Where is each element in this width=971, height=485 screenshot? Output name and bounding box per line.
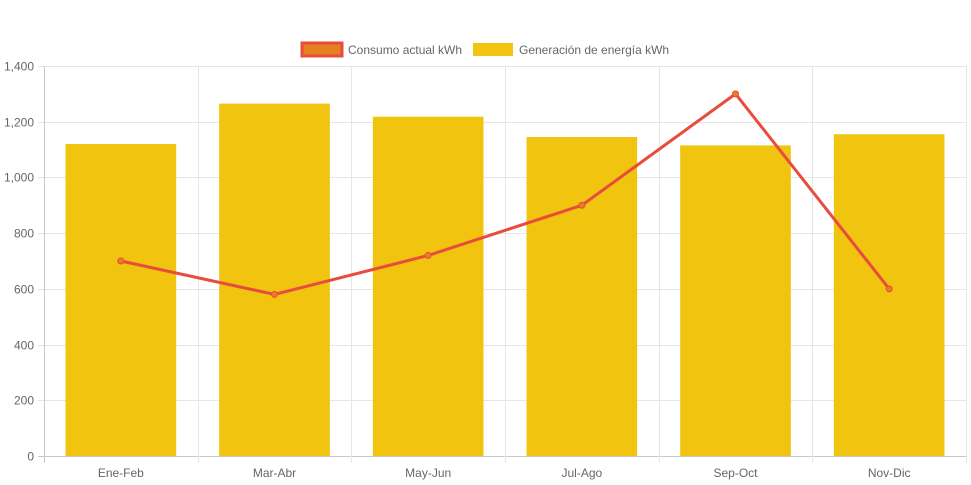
x-tick-label: Nov-Dic xyxy=(868,466,911,480)
y-tick-label: 1,000 xyxy=(4,171,34,185)
y-tick-label: 800 xyxy=(14,227,34,241)
grid xyxy=(38,66,967,463)
bar xyxy=(372,116,484,456)
bar xyxy=(526,137,638,457)
bar xyxy=(833,134,945,456)
series-line xyxy=(120,92,891,296)
legend-swatch-consumo xyxy=(300,41,344,58)
x-tick-label: Sep-Oct xyxy=(713,466,758,480)
line-point xyxy=(117,257,125,265)
axes: 0 200 400 600 800 1,000 1,200 1,400 Ene-Feb Mar-A… xyxy=(4,60,911,481)
y-tick-label: 0 xyxy=(27,450,34,464)
legend-swatch-generacion xyxy=(473,43,513,56)
bar xyxy=(65,144,177,456)
x-tick-label: May-Jun xyxy=(405,466,451,480)
y-tick-label: 200 xyxy=(14,394,34,408)
legend-label-consumo: Consumo actual kWh xyxy=(348,43,462,57)
y-tick-label: 1,400 xyxy=(4,60,34,74)
bar xyxy=(219,103,330,456)
line-point xyxy=(271,290,278,298)
x-tick-label: Ene-Feb xyxy=(98,466,144,480)
line-point xyxy=(732,90,739,98)
y-tick-label: 600 xyxy=(14,283,34,297)
y-tick-label: 1,200 xyxy=(4,116,34,130)
legend: Consumo actual kWh Generación de energía … xyxy=(300,41,669,58)
line-point xyxy=(424,251,432,259)
bar-series xyxy=(65,103,945,457)
line-point xyxy=(885,285,893,293)
y-tick-label: 400 xyxy=(14,339,34,353)
legend-label-generacion: Generación de energía kWh xyxy=(519,43,669,57)
bar xyxy=(680,145,791,456)
x-tick-label: Jul-Ago xyxy=(561,466,602,480)
line-point xyxy=(578,201,586,209)
line-series xyxy=(117,90,893,298)
x-tick-label: Mar-Abr xyxy=(253,466,296,480)
